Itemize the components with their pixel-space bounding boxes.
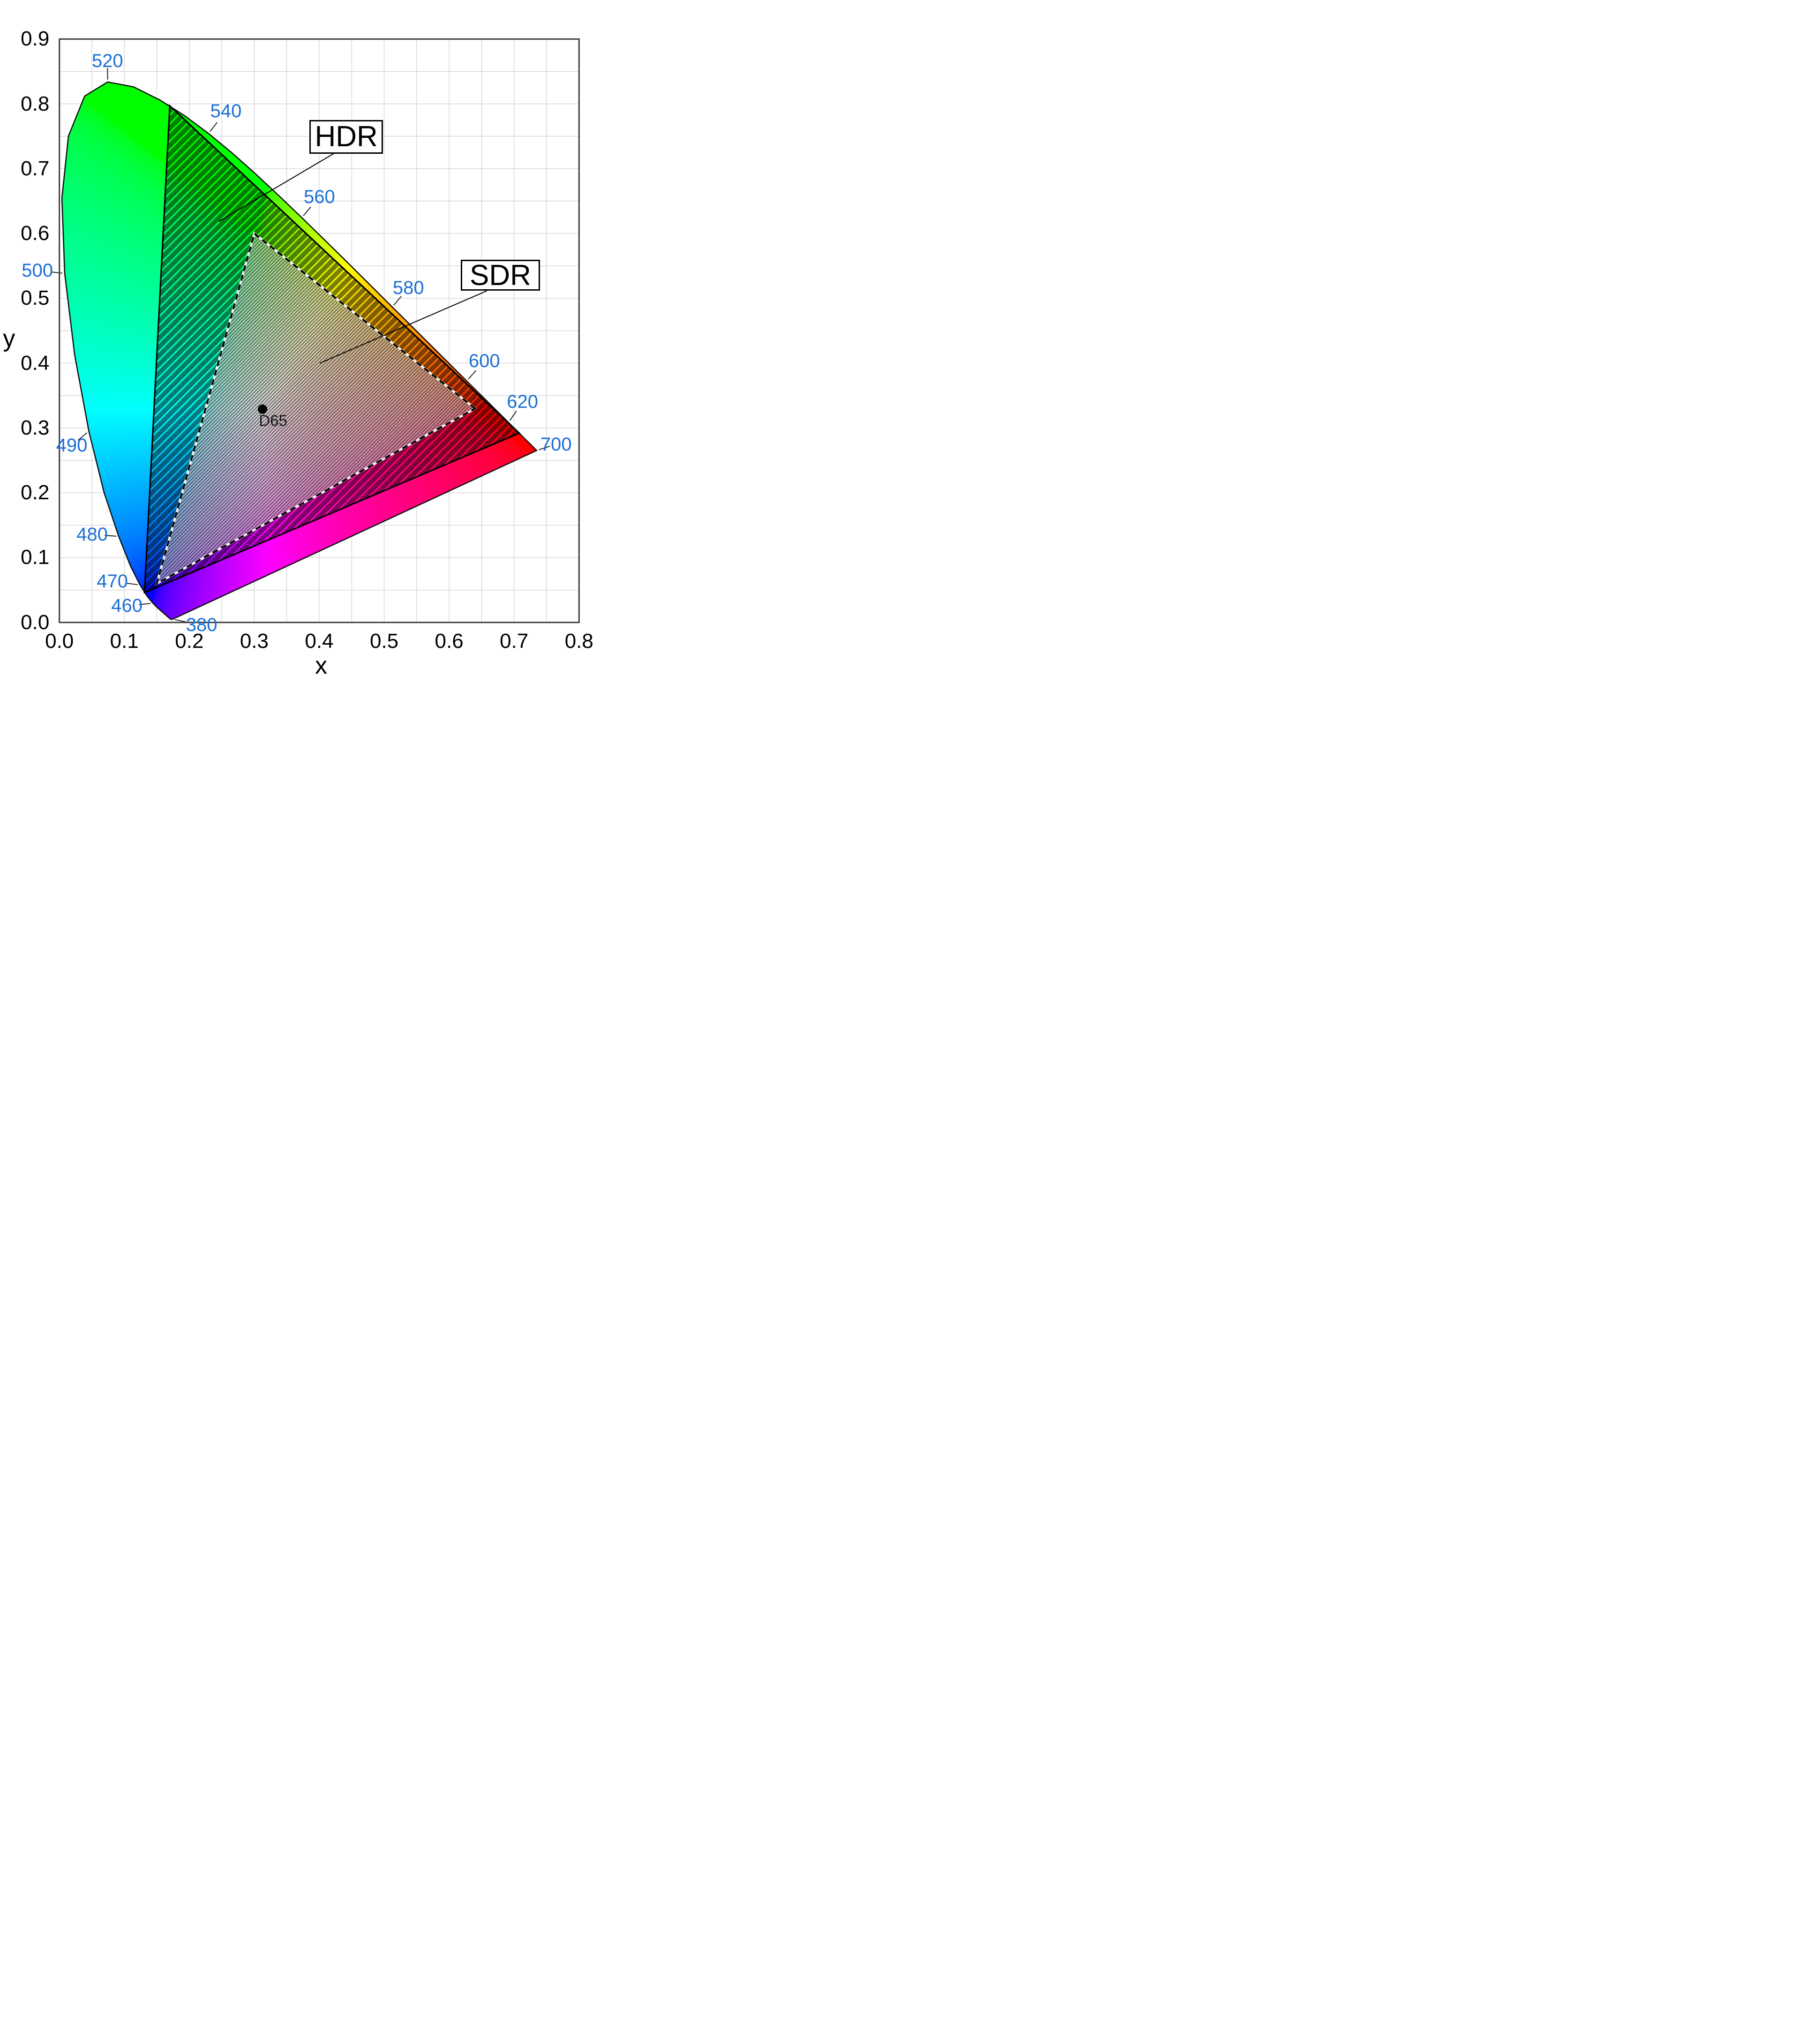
hdr-gamut-annotation-box: HDR [309,120,383,154]
sdr-gamut-annotation-label: SDR [470,259,531,292]
cie-1931-chromaticity-figure: HDR SDR D65 x y 0.0 0.1 0.2 0.3 0.4 0.5 0.6 0.7… [0,0,600,681]
sdr-gamut-annotation-box: SDR [460,259,540,292]
hdr-gamut-annotation-label: HDR [315,120,378,153]
chromaticity-diagram-canvas [0,0,600,681]
